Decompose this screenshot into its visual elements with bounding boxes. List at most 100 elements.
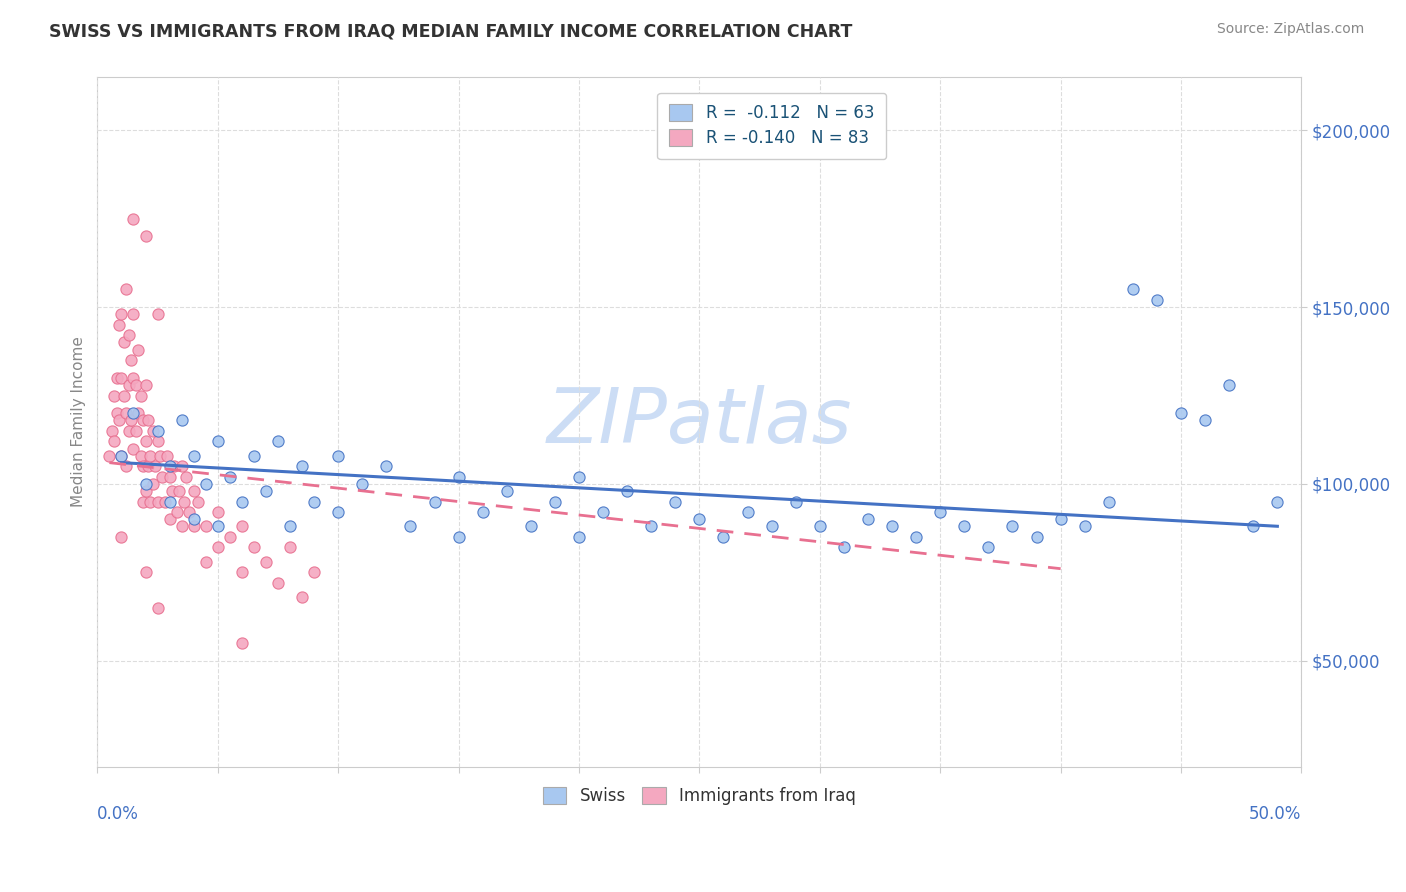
Point: [103, 434, 125, 449]
Point: [568, 470, 591, 484]
Point: [139, 494, 162, 508]
Point: [1218, 378, 1240, 392]
Point: [194, 476, 217, 491]
Point: [471, 505, 494, 519]
Point: [122, 442, 145, 456]
Point: [112, 335, 135, 350]
Point: [118, 328, 141, 343]
Point: [929, 505, 952, 519]
Point: [159, 494, 181, 508]
Point: [302, 565, 325, 579]
Point: [122, 211, 145, 226]
Point: [146, 600, 169, 615]
Point: [977, 541, 1000, 555]
Point: [142, 476, 165, 491]
Point: [105, 371, 128, 385]
Point: [1025, 530, 1047, 544]
Point: [134, 378, 156, 392]
Point: [194, 555, 217, 569]
Point: [183, 449, 205, 463]
Point: [592, 505, 614, 519]
Point: [122, 307, 145, 321]
Point: [856, 512, 879, 526]
Point: [278, 541, 301, 555]
Point: [243, 449, 266, 463]
Point: [231, 636, 253, 650]
Point: [146, 307, 169, 321]
Point: [108, 413, 131, 427]
Point: [176, 470, 198, 484]
Point: [110, 530, 132, 544]
Point: [375, 459, 398, 474]
Point: [127, 343, 149, 357]
Point: [108, 318, 131, 332]
Point: [122, 406, 145, 420]
Point: [231, 565, 253, 579]
Point: [207, 541, 229, 555]
Point: [115, 459, 138, 474]
Point: [146, 424, 169, 438]
Point: [218, 470, 240, 484]
Point: [194, 519, 217, 533]
Point: [302, 494, 325, 508]
Point: [544, 494, 567, 508]
Point: [640, 519, 662, 533]
Point: [173, 494, 195, 508]
Legend: R =  -0.112   N = 63, R = -0.140   N = 83: R = -0.112 N = 63, R = -0.140 N = 83: [658, 93, 886, 159]
Point: [761, 519, 783, 533]
Point: [142, 424, 165, 438]
Point: [1073, 519, 1095, 533]
Point: [447, 470, 470, 484]
Point: [134, 434, 156, 449]
Point: [231, 519, 253, 533]
Point: [129, 388, 152, 402]
Point: [143, 459, 166, 474]
Point: [495, 483, 517, 498]
Point: [101, 424, 124, 438]
Text: Source: ZipAtlas.com: Source: ZipAtlas.com: [1216, 22, 1364, 37]
Point: [183, 512, 205, 526]
Point: [832, 541, 855, 555]
Point: [207, 519, 229, 533]
Point: [207, 434, 229, 449]
Point: [520, 519, 543, 533]
Point: [150, 470, 173, 484]
Point: [120, 353, 142, 368]
Point: [207, 505, 229, 519]
Point: [399, 519, 422, 533]
Point: [291, 590, 314, 604]
Point: [134, 476, 156, 491]
Point: [118, 378, 141, 392]
Point: [125, 378, 148, 392]
Point: [170, 459, 193, 474]
Point: [447, 530, 470, 544]
Point: [1241, 519, 1264, 533]
Text: 50.0%: 50.0%: [1249, 805, 1302, 823]
Y-axis label: Median Family Income: Median Family Income: [72, 336, 86, 508]
Point: [785, 494, 807, 508]
Point: [568, 530, 591, 544]
Point: [98, 449, 121, 463]
Point: [1194, 413, 1216, 427]
Point: [132, 413, 155, 427]
Point: [953, 519, 976, 533]
Point: [132, 459, 155, 474]
Point: [278, 519, 301, 533]
Point: [616, 483, 638, 498]
Point: [352, 476, 374, 491]
Point: [160, 483, 183, 498]
Point: [1049, 512, 1071, 526]
Point: [254, 555, 277, 569]
Point: [159, 470, 181, 484]
Point: [156, 449, 179, 463]
Point: [110, 371, 132, 385]
Point: [808, 519, 831, 533]
Point: [110, 449, 132, 463]
Point: [146, 494, 169, 508]
Point: [170, 519, 193, 533]
Point: [267, 434, 290, 449]
Point: [159, 459, 181, 474]
Point: [149, 449, 172, 463]
Point: [163, 459, 186, 474]
Point: [127, 406, 149, 420]
